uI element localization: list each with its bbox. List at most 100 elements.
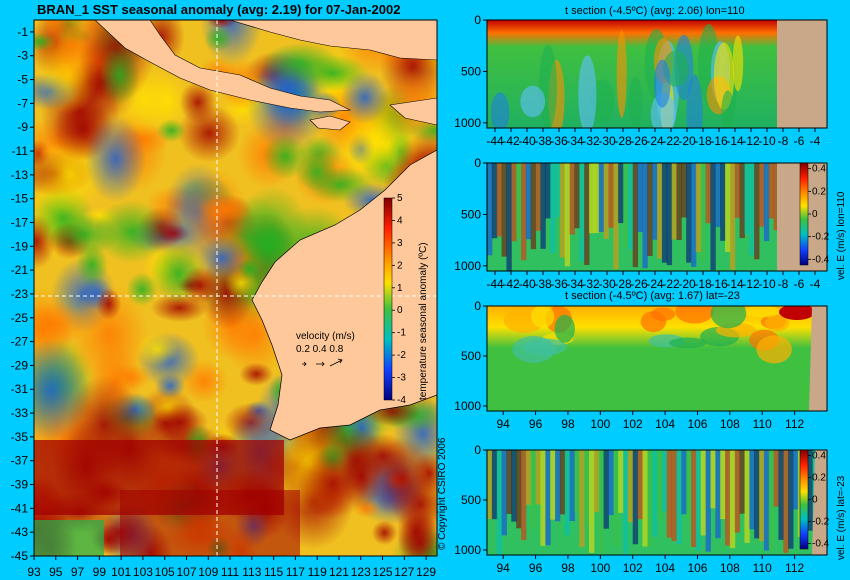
map-lon-tick: 127 xyxy=(394,565,414,579)
panel-x-tick: -16 xyxy=(710,277,728,291)
map-colorbar-tick: 5 xyxy=(397,193,403,204)
panel-x-tick: -22 xyxy=(662,134,680,148)
map-lon-tick: 113 xyxy=(242,565,261,579)
panel1-title: t section (-4.5ºC) (avg: 2.06) lon=110 xyxy=(565,5,745,17)
panel-x-tick: 96 xyxy=(529,561,543,575)
map-lat-tick: -3 xyxy=(17,49,28,63)
panel-x-tick: -28 xyxy=(614,134,632,148)
panel-depth-tick: 500 xyxy=(461,349,481,363)
panel-x-tick: -36 xyxy=(550,277,568,291)
map-lon-tick: 115 xyxy=(264,565,283,579)
map-title: BRAN_1 SST seasonal anomaly (avg: 2.19) … xyxy=(37,2,401,17)
panel-x-tick: -10 xyxy=(758,277,776,291)
panel-x-tick: 108 xyxy=(720,417,740,431)
map-lat-tick: -25 xyxy=(11,311,29,325)
map-lon-tick: 105 xyxy=(155,565,175,579)
map-lat-tick: -35 xyxy=(11,430,29,444)
panel-x-tick: 104 xyxy=(655,561,675,575)
panel-x-tick: -40 xyxy=(518,277,536,291)
map-lat-tick: -17 xyxy=(11,215,29,229)
panel-x-tick: 106 xyxy=(687,561,707,575)
map-colorbar-tick: -2 xyxy=(397,350,406,361)
map-lat-tick: -43 xyxy=(11,525,29,539)
map-colorbar-tick: -3 xyxy=(397,373,406,384)
panel-colorbar-tick: -0.2 xyxy=(812,517,830,528)
panel-colorbar-tick: 0.2 xyxy=(812,473,826,484)
panel-x-tick: -26 xyxy=(630,277,648,291)
velocity-legend-scale: 0.2 0.4 0.8 xyxy=(296,344,344,355)
panel-x-tick: -20 xyxy=(678,134,696,148)
panel-depth-tick: 1000 xyxy=(454,543,481,557)
map-lat-tick: -31 xyxy=(11,382,29,396)
velocity-legend-title: velocity (m/s) xyxy=(296,331,355,342)
map-colorbar-tick: 3 xyxy=(397,238,403,249)
panel-x-tick: 94 xyxy=(497,561,511,575)
map-lon-tick: 111 xyxy=(221,565,240,579)
panel-x-tick: 100 xyxy=(590,561,610,575)
panel-x-tick: 108 xyxy=(720,561,740,575)
panel-x-tick: -18 xyxy=(694,277,712,291)
panel-depth-tick: 0 xyxy=(474,156,481,170)
map-lat-tick: -11 xyxy=(12,144,29,158)
panel-x-tick: 98 xyxy=(561,417,575,431)
panel-depth-tick: 1000 xyxy=(454,399,481,413)
panel-x-tick: -36 xyxy=(550,134,568,148)
panel-x-tick: -12 xyxy=(742,277,760,291)
map-lat-tick: -27 xyxy=(11,335,29,349)
panel3-title: t section (-4.5ºC) (avg: 1.67) lat=-23 xyxy=(565,290,740,302)
map-colorbar: 5 4 3 2 1 0 -1 -2 -3 -4 xyxy=(383,193,406,406)
map-colorbar-tick: -4 xyxy=(397,395,406,406)
panel-x-tick: -32 xyxy=(582,277,600,291)
panel-x-tick: -34 xyxy=(566,277,584,291)
panel-x-tick: -8 xyxy=(778,134,789,148)
map-lon-tick: 103 xyxy=(133,565,153,579)
panel-x-tick: -8 xyxy=(778,277,789,291)
map-lat-tick: -7 xyxy=(17,96,28,110)
panel-x-tick: -14 xyxy=(726,134,744,148)
map-lon-tick: 125 xyxy=(373,565,393,579)
map-colorbar-tick: 1 xyxy=(397,283,403,294)
map-lon-tick: 109 xyxy=(198,565,218,579)
panel-x-tick: -32 xyxy=(582,134,600,148)
panel-x-tick: -40 xyxy=(518,134,536,148)
panel-x-tick: -44 xyxy=(486,277,504,291)
panel-x-tick: 106 xyxy=(687,417,707,431)
panel-colorbar-tick: 0.4 xyxy=(812,451,826,462)
panel-x-tick: 94 xyxy=(497,417,511,431)
panel-x-tick: -12 xyxy=(742,134,760,148)
panel-x-tick: -14 xyxy=(726,277,744,291)
panel-x-tick: -16 xyxy=(710,134,728,148)
map-lon-tick: 123 xyxy=(351,565,371,579)
panel-x-tick: 112 xyxy=(785,561,804,575)
panel-x-tick: 112 xyxy=(785,417,804,431)
panel-x-tick: -24 xyxy=(646,277,664,291)
map-lat-tick: -23 xyxy=(11,287,29,301)
map-lon-tick: 95 xyxy=(49,565,63,579)
panel-x-tick: -22 xyxy=(662,277,680,291)
map-lat-tick: -45 xyxy=(11,549,29,563)
panel-x-tick: -30 xyxy=(598,277,616,291)
sst-anomaly-map: -1-3-5-7-9-11-13-15-17-19-21-23-25-27-29… xyxy=(11,19,438,579)
panel-x-tick: -38 xyxy=(534,134,552,148)
panel-x-tick: -28 xyxy=(614,277,632,291)
panel-x-tick: -4 xyxy=(810,277,821,291)
panel-x-tick: -44 xyxy=(486,134,504,148)
map-lat-tick: -5 xyxy=(17,73,28,87)
panel-x-tick: -26 xyxy=(630,134,648,148)
map-lat-tick: -41 xyxy=(11,501,29,515)
panel-colorbar-tick: -0.4 xyxy=(812,254,830,265)
panel-x-tick: 98 xyxy=(561,561,575,575)
panel-x-tick: -38 xyxy=(534,277,552,291)
panel-x-tick: 102 xyxy=(623,417,643,431)
map-lon-tick: 107 xyxy=(176,565,196,579)
map-lat-tick: -37 xyxy=(11,454,29,468)
section-panel-4: 0 500 1000 94 96 98 100 102 104 106 108 110 112 0.4 0.… xyxy=(454,443,829,575)
panel-x-tick: -10 xyxy=(758,134,776,148)
panel-depth-tick: 0 xyxy=(474,443,481,457)
map-lat-tick: -21 xyxy=(11,263,29,277)
panel-depth-tick: 500 xyxy=(461,493,481,507)
panel-depth-tick: 500 xyxy=(461,64,481,78)
panel-depth-tick: 1000 xyxy=(454,116,481,130)
velocity-legend-arrows xyxy=(302,358,343,367)
panel-x-tick: 110 xyxy=(753,417,772,431)
